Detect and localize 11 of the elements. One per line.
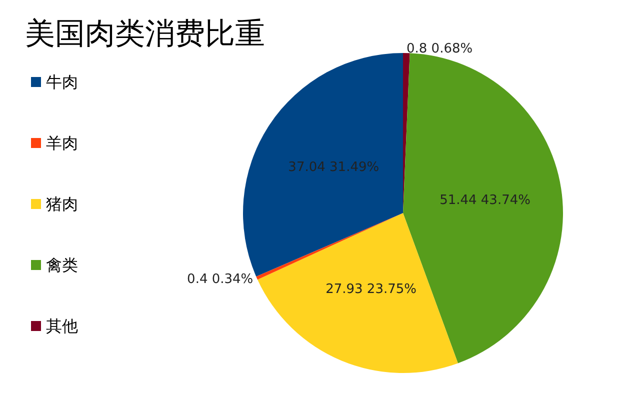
data-label: 0.4 0.34% [187,272,254,288]
data-label: 27.93 23.75% [326,282,416,298]
data-label: 0.8 0.68% [406,42,473,57]
legend-label: 牛肉 [46,72,78,92]
data-label: 51.44 43.74% [440,192,530,208]
legend-label: 其他 [46,316,78,336]
chart-title: 美国肉类消费比重 [25,16,265,52]
legend-label: 猪肉 [46,194,78,214]
data-label: 37.04 31.49% [288,160,380,175]
legend-label: 羊肉 [46,134,78,152]
legend-label: 禽类 [46,256,78,274]
